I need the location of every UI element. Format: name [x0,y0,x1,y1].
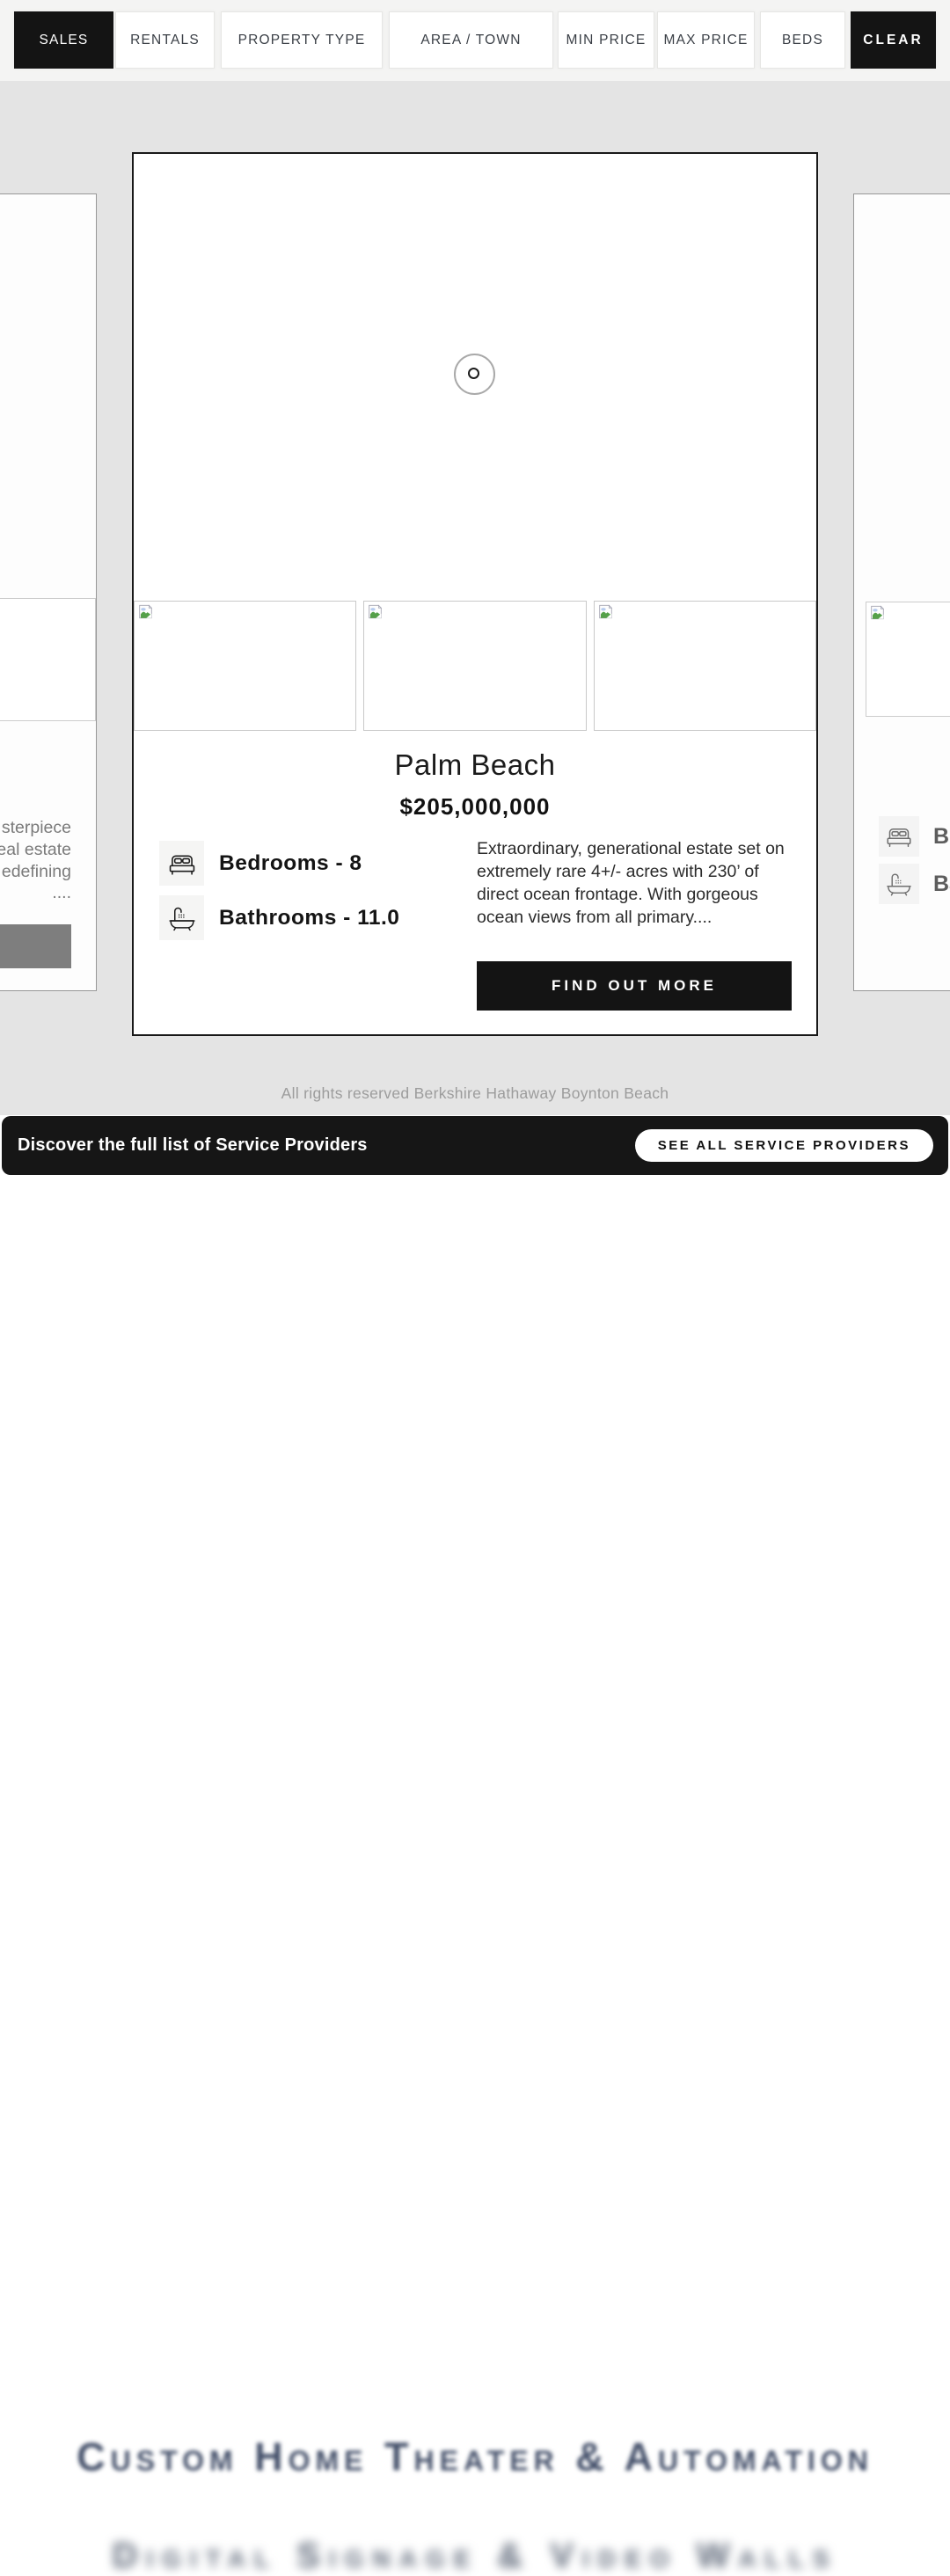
previous-listing-card[interactable]: sterpiece real estate edefining .... [0,193,97,991]
bed-icon [879,816,919,857]
loading-spinner-icon [454,354,495,395]
provider-logo-digital-signage[interactable]: Digital Signage & Video Walls [112,2536,838,2575]
listing-description: Extraordinary, generational estate set o… [477,839,785,927]
description-line: real estate [0,839,71,859]
bedrooms-row: Bedrooms - 8 [159,841,399,886]
listing-photo[interactable] [134,154,816,597]
bathrooms-label-fragment: Ba [933,871,950,896]
service-bar-heading: Discover the full list of Service Provid… [18,1135,368,1155]
bathrooms-label: Bathrooms - 11.0 [219,905,400,930]
filter-bar: SALES RENTALS PROPERTY TYPE AREA / TOWN … [0,0,950,81]
thumbnail-strip [134,601,816,731]
listing-features: Bedrooms - 8 Bathrooms - 11.0 [159,841,399,940]
filter-rentals-button[interactable]: RENTALS [115,11,215,69]
providers-section: Custom Home Theater & Automation Digital… [0,1175,950,2575]
bathtub-icon [159,895,204,940]
broken-image-icon [598,604,613,624]
listing-card: Palm Beach $205,000,000 Bedrooms - 8 [132,152,818,1036]
bathrooms-row: Ba [879,864,950,904]
find-out-more-button[interactable]: FIND OUT MORE [477,961,792,1011]
bedrooms-label-fragment: Be [933,823,950,849]
thumbnail[interactable] [866,602,950,717]
provider-logo-custom-home-theater[interactable]: Custom Home Theater & Automation [77,2434,873,2479]
broken-image-icon [368,604,383,624]
listing-price: $205,000,000 [399,793,551,820]
description-line: .... [52,883,71,903]
service-providers-bar: Discover the full list of Service Provid… [2,1116,948,1175]
bathrooms-row: Bathrooms - 11.0 [159,895,399,940]
filter-beds-button[interactable]: BEDS [760,11,845,69]
filter-property-type-button[interactable]: PROPERTY TYPE [221,11,383,69]
find-out-more-button[interactable] [0,924,71,968]
thumbnail[interactable] [363,601,587,731]
see-all-service-providers-button[interactable]: SEE ALL SERVICE PROVIDERS [634,1129,933,1162]
filter-clear-button[interactable]: CLEAR [851,11,936,69]
copyright-text: All rights reserved Berkshire Hathaway B… [281,1084,669,1102]
broken-image-icon [138,604,153,624]
bathtub-icon [879,864,919,904]
description-line: sterpiece [1,818,71,837]
description-line: edefining [1,861,71,881]
filter-max-price-button[interactable]: MAX PRICE [657,11,755,69]
thumbnail[interactable] [134,601,357,731]
broken-image-icon [870,605,885,624]
filter-area-town-button[interactable]: AREA / TOWN [389,11,553,69]
bedrooms-row: Be [879,816,950,857]
bed-icon [159,841,204,886]
thumbnail[interactable] [0,598,96,721]
bedrooms-label: Bedrooms - 8 [219,850,362,875]
next-listing-card[interactable]: Be Ba [853,193,950,991]
filter-min-price-button[interactable]: MIN PRICE [558,11,654,69]
listing-town: Palm Beach [394,748,556,781]
listing-description-fragment: sterpiece real estate edefining .... [0,817,71,904]
thumbnail[interactable] [593,601,816,731]
filter-sales-button[interactable]: SALES [14,11,113,69]
